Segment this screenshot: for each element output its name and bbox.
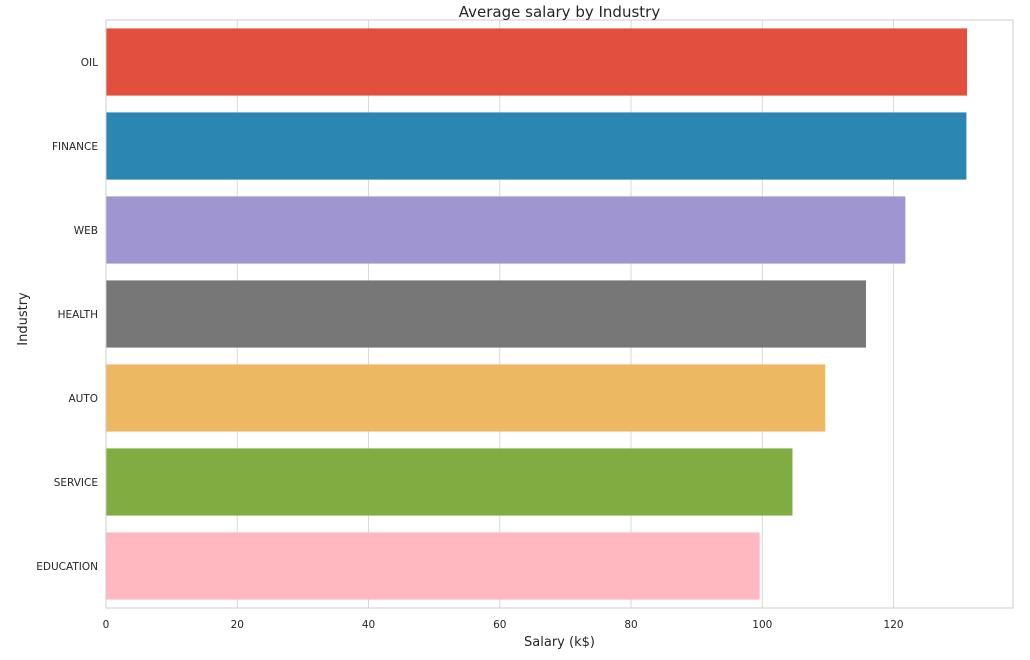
x-tick-label: 60 (493, 619, 506, 631)
x-tick-label: 120 (884, 619, 904, 631)
y-tick-label: AUTO (68, 393, 98, 405)
x-tick-label: 80 (624, 619, 637, 631)
y-tick-label: FINANCE (52, 141, 98, 153)
x-tick-label: 40 (362, 619, 375, 631)
bar-web (106, 196, 906, 264)
bars (106, 28, 968, 600)
y-axis-label: Industry (16, 292, 31, 346)
x-tick-label: 20 (231, 619, 244, 631)
y-tick-label: SERVICE (54, 477, 98, 489)
bar-service (106, 448, 793, 516)
x-tick-label: 100 (752, 619, 772, 631)
bar-oil (106, 28, 968, 96)
x-axis-label: Salary (k$) (524, 635, 595, 650)
x-tick-label: 0 (103, 619, 110, 631)
x-tick-labels: 0 20 40 60 80 100 120 (103, 619, 904, 631)
y-tick-label: EDUCATION (36, 561, 98, 573)
bar-auto (106, 364, 826, 432)
bar-health (106, 280, 866, 348)
plot-frame (105, 19, 1014, 609)
chart-title: Average salary by Industry (459, 3, 661, 21)
y-tick-label: WEB (74, 225, 98, 237)
y-tick-label: HEALTH (58, 309, 98, 321)
y-tick-labels: OIL FINANCE WEB HEALTH AUTO SERVICE EDUCATION (36, 57, 98, 573)
bar-finance (106, 112, 967, 180)
bar-education (106, 532, 760, 600)
y-tick-label: OIL (81, 57, 98, 69)
